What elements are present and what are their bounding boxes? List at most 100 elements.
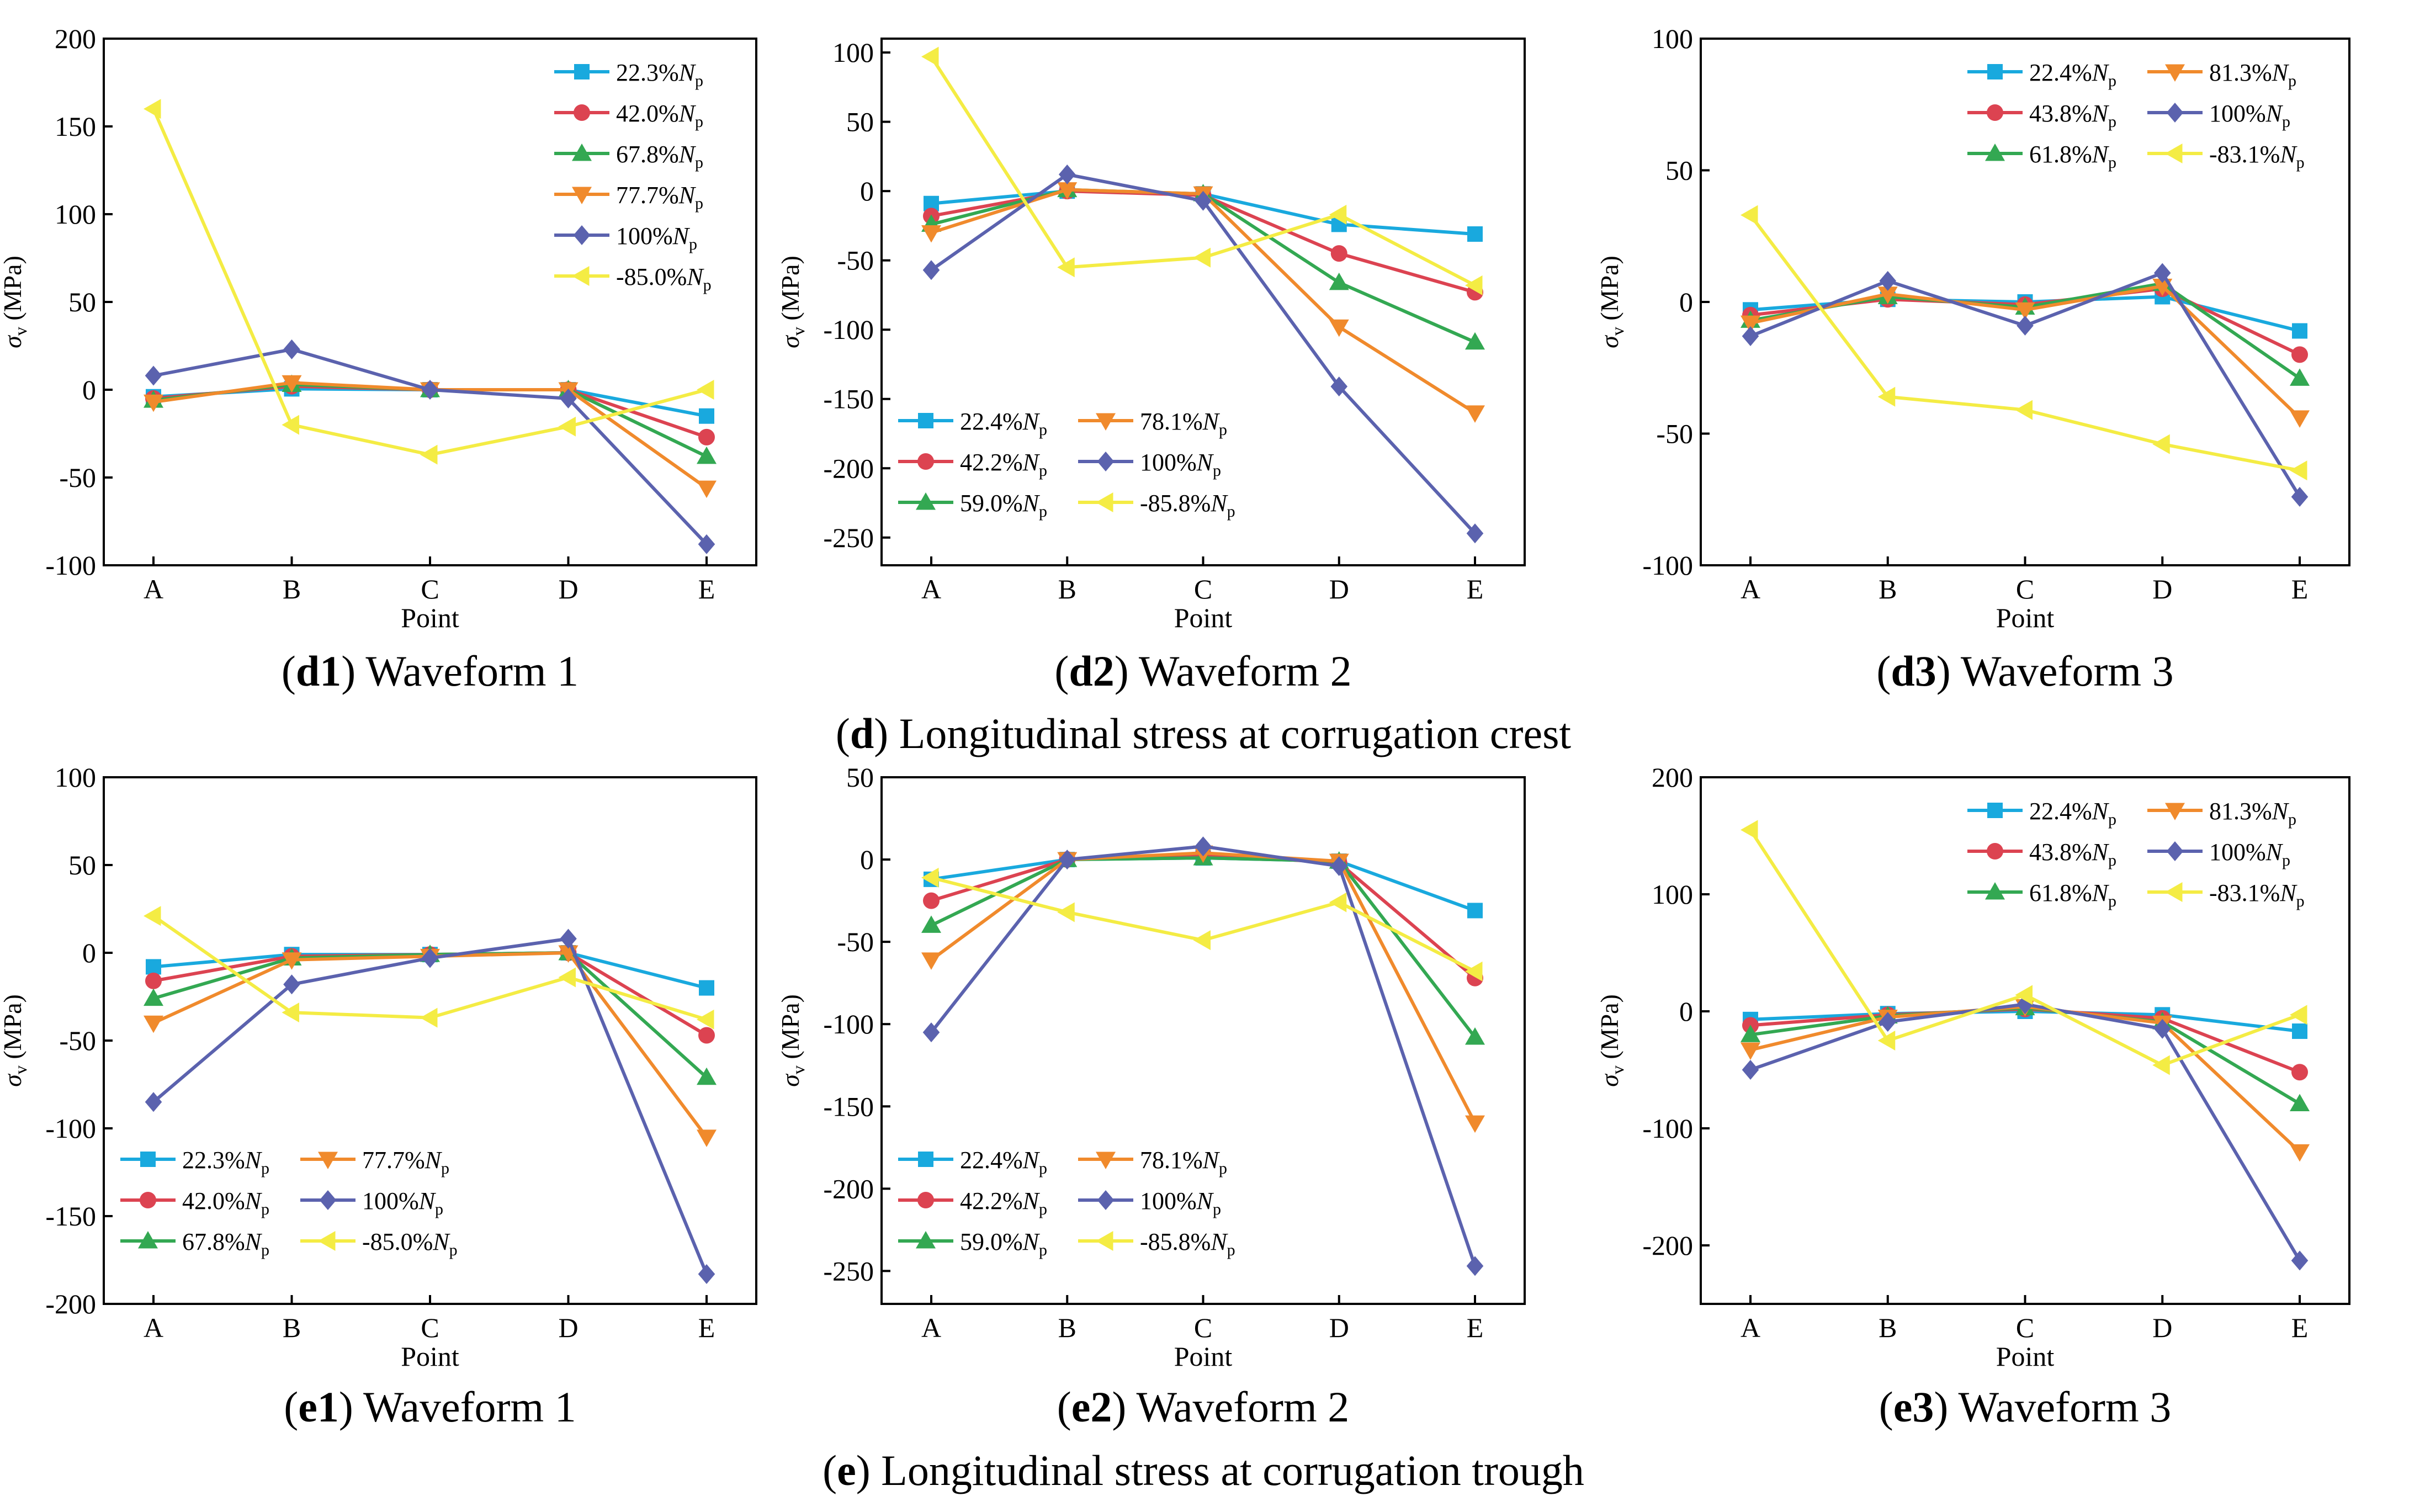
y-tick-label-d1-1: -50 [59,462,96,493]
x-axis-label-e2: Point [1174,1341,1233,1372]
legend-marker-d2-2 [917,453,934,470]
legend-label-value: 43.8% [2029,100,2092,127]
legend-label-e2-2: 42.2%Np [960,1187,1047,1218]
legend-label-e1-2: 42.0%Np [182,1187,269,1218]
panel-caption-label: e3 [1893,1383,1934,1431]
y-tick-label-e2-5: 0 [860,844,874,875]
legend-label-symbol: N [245,1147,263,1174]
data-point-d2-s6-B [1057,257,1075,278]
y-tick-label-e2-3: -100 [823,1009,874,1039]
y-tick-label-e1-3: -50 [59,1025,96,1056]
panel-caption-close: ) [1112,1383,1126,1431]
legend-label-value: 61.8% [2029,141,2092,168]
legend-label-symbol: N [678,182,697,209]
legend-marker-e1-2 [140,1192,156,1208]
panel-caption-close: ) [1934,1383,1948,1431]
y-axis-label-subscript: v [788,327,808,336]
data-point-d3-s2-E [2291,346,2308,363]
y-axis-label-unit: (MPa) [1595,256,1623,327]
y-tick-label-d1-2: 0 [82,374,96,405]
legend-label-value: 22.4% [960,408,1023,435]
legend-label-d3-5: 100%Np [2209,100,2290,131]
y-axis-label-subscript: v [10,1065,30,1074]
legend-d3: 22.4%Np43.8%Np61.8%Np81.3%Np100%Np-83.1%… [1967,59,2305,172]
legend-marker-e1-4 [318,1152,338,1169]
data-point-e1-s5-E [698,1264,715,1284]
data-point-d1-s4-E [697,480,717,498]
legend-label-e3-1: 22.4%Np [2029,798,2116,829]
data-point-e1-s2-A [145,972,162,989]
y-tick-label-d2-4: -50 [837,245,874,276]
data-point-e1-s6-C [420,1007,438,1028]
panel-caption-label: e1 [298,1383,339,1431]
data-point-d3-s6-B [1877,386,1896,407]
data-point-d3-s5-E [2291,486,2309,507]
data-point-e2-s5-B [1058,850,1076,870]
legend-marker-e1-1 [140,1152,156,1167]
y-axis-label-e2: σv (MPa) [776,994,808,1087]
data-point-e2-s4-A [921,952,941,970]
legend-marker-e1-5 [319,1190,337,1210]
y-axis-label-symbol: σ [776,1073,804,1087]
y-tick-label-d2-3: -100 [823,314,874,345]
legend-label-e2-4: 78.1%Np [1140,1147,1227,1177]
legend-label-value: 100% [2209,839,2266,866]
y-axis-label-subscript: v [1607,1065,1627,1074]
legend-label-value: 22.3% [616,59,679,86]
legend-label-subscript: p [695,72,703,90]
y-axis-label-e1: σv (MPa) [0,994,30,1087]
x-tick-label-d3-B: B [1879,574,1897,604]
data-point-e2-s4-E [1465,1115,1485,1133]
x-tick-label-e1-A: A [144,1312,163,1343]
legend-label-e1-6: -85.0%Np [362,1228,458,1259]
legend-label-subscript: p [2288,72,2296,90]
legend-label-value: 22.4% [2029,798,2092,825]
legend-marker-d1-3 [572,144,592,161]
y-axis-label-symbol: σ [0,335,26,348]
y-axis-label-subscript: v [788,1065,808,1074]
legend-label-symbol: N [418,1187,437,1214]
legend-e3: 22.4%Np43.8%Np61.8%Np81.3%Np100%Np-83.1%… [1967,798,2305,910]
y-tick-label-d1-3: 50 [68,287,96,317]
panel-caption-close: ) [1115,647,1129,695]
y-tick-label-e3-4: 200 [1652,762,1693,793]
data-point-e3-s5-D [2153,1018,2171,1039]
data-point-d2-s6-C [1193,247,1211,268]
data-point-d1-s4-B [282,375,302,393]
legend-label-d2-5: 100%Np [1140,449,1221,480]
legend-label-subscript: p [261,1159,269,1177]
legend-label-e3-6: -83.1%Np [2209,879,2305,910]
legend-label-value: 22.3% [182,1147,245,1174]
legend-label-d2-2: 42.2%Np [960,449,1047,480]
legend-label-d2-3: 59.0%Np [960,490,1047,521]
data-point-e2-s6-E [1465,961,1483,982]
legend-e1: 22.3%Np42.0%Np67.8%Np77.7%Np100%Np-85.0%… [120,1147,458,1259]
legend-label-subscript: p [1039,1159,1047,1177]
panel-caption-open: ( [1876,647,1891,695]
panel-caption-text: Waveform 1 [355,647,579,695]
x-tick-label-d3-E: E [2291,574,2309,604]
y-axis-label-d2: σv (MPa) [776,256,808,348]
data-point-e3-s5-E [2291,1250,2309,1271]
legend-marker-d2-1 [918,413,933,428]
group-caption-e: (e) Longitudinal stress at corrugation t… [823,1446,1584,1494]
legend-label-value: -85.8% [1140,1228,1211,1255]
legend-label-e2-5: 100%Np [1140,1187,1221,1218]
legend-marker-e3-3 [1985,882,2005,900]
legend-label-subscript: p [441,1159,449,1177]
data-point-e2-s5-E [1466,1256,1484,1276]
data-point-e2-s5-C [1195,836,1212,857]
data-point-e1-s5-D [560,929,577,949]
y-tick-label-e2-4: -50 [837,926,874,957]
data-point-d1-s3-E [697,446,717,464]
data-point-d1-s5-C [421,380,439,400]
data-point-e3-s4-E [2290,1144,2310,1162]
legend-label-value: -85.8% [1140,490,1211,517]
legend-marker-e2-3 [916,1231,936,1249]
legend-marker-d2-4 [1096,413,1116,431]
y-tick-label-e2-6: 50 [846,762,874,793]
data-point-d3-s5-A [1742,326,1759,347]
data-point-d1-s6-A [144,99,161,119]
y-tick-label-d2-7: 100 [832,37,874,68]
legend-label-value: 77.7% [362,1147,425,1174]
